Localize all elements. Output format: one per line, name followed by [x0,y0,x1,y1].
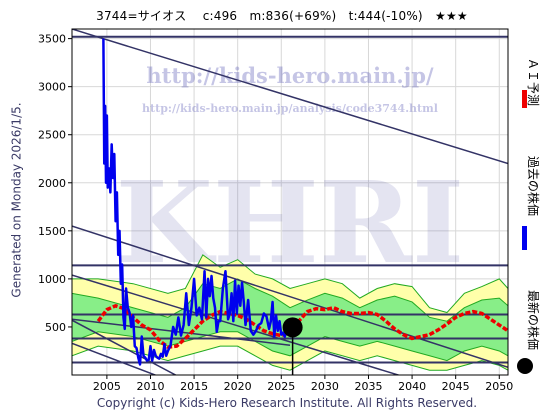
trend-line [72,29,508,165]
legend-past-price-label: 過去の株価 [526,156,541,216]
legend: ＡＩ予測 過去の株価 最新の株価 [517,58,541,374]
legend-latest-price-marker [517,358,533,374]
x-tick-label: 2035 [354,380,382,393]
x-tick-label: 2020 [224,380,252,393]
forecast-band-edge [72,254,508,314]
watermark-url-sub: http://kids-hero.main.jp/analysis/code37… [142,102,438,115]
legend-ai-forecast-swatch [522,90,527,108]
x-tick-label: 2025 [267,380,295,393]
x-tick-label: 2050 [485,380,513,393]
watermark-url-main: http://kids-hero.main.jp/ [146,63,434,88]
legend-latest-price-label: 最新の株価 [526,290,541,350]
y-tick-label: 3000 [38,81,66,94]
axis-layer: 2005 2010 2015 2020 2025 2030 2035 2040 2045 2050… [38,33,513,393]
forecast-band-edge [72,345,508,371]
latest-price-point [282,317,303,338]
copyright-notice: Copyright (c) Kids-Hero Research Institu… [96,396,478,410]
series-layer [96,38,508,366]
y-tick-label: 2000 [38,177,66,190]
legend-ai-forecast-label: ＡＩ予測 [526,58,540,106]
x-tick-label: 2005 [93,380,121,393]
marker-layer [282,317,303,375]
y-tick-label: 1500 [38,225,66,238]
trend-line [72,225,508,369]
trend-line [72,342,158,375]
y-tick-label: 1000 [38,273,66,286]
x-tick-label: 2030 [311,380,339,393]
watermark-layer: KHRI http://kids-hero.main.jp/ http://ki… [116,63,465,289]
watermark-logo: KHRI [116,158,465,289]
past-price-line [102,38,291,366]
y-tick-label: 500 [45,321,66,334]
trend-line [72,274,401,375]
y-tick-label: 3500 [38,33,66,46]
y-tick-label: 2500 [38,129,66,142]
legend-past-price-swatch [522,226,527,250]
ai-forecast-line [96,304,508,349]
x-tick-label: 2040 [398,380,426,393]
x-tick-label: 2015 [180,380,208,393]
x-tick-label: 2010 [136,380,164,393]
x-tick-label: 2045 [442,380,470,393]
chart-title: 3744=サイオス c:496 m:836(+69%) t:444(-10%) … [96,9,468,23]
plot-frame [71,28,509,376]
